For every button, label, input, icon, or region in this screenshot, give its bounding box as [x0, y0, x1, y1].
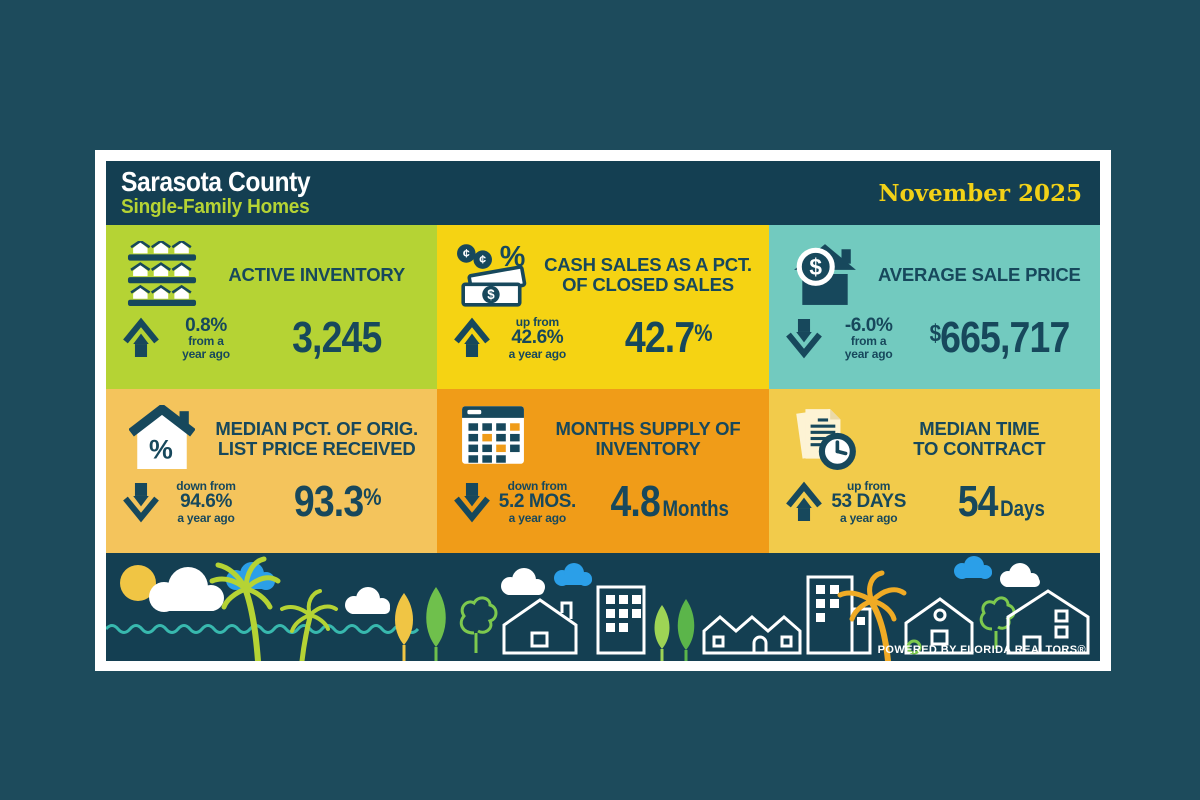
metric-value: 93.3%	[293, 477, 381, 526]
metric-value: 54 Days	[957, 477, 1045, 526]
skyline-illustration	[104, 553, 1100, 664]
svg-text:$: $	[488, 287, 496, 302]
tile-title: ACTIVE INVENTORY	[228, 263, 405, 285]
svg-text:$: $	[809, 254, 822, 280]
tile-median-time-to-contract: MEDIAN TIME TO CONTRACT up from 53 DAYS a…	[768, 389, 1100, 553]
tile-title: MEDIAN PCT. OF ORIG. LIST PRICE RECEIVED	[215, 417, 418, 459]
metric-value: 3,245	[292, 313, 382, 362]
up-arrow-icon	[123, 317, 159, 357]
calendar-icon	[451, 403, 535, 465]
header: Sarasota County Single-Family Homes Nove…	[106, 161, 1100, 225]
tile-title: MEDIAN TIME TO CONTRACT	[913, 417, 1046, 459]
header-titles: Sarasota County Single-Family Homes	[121, 165, 336, 219]
metric-grid: ACTIVE INVENTORY 0.8% from a year ago	[106, 225, 1100, 553]
infographic-card: Sarasota County Single-Family Homes Nove…	[95, 150, 1111, 671]
year-over-year-change: down from 5.2 MOS. a year ago	[498, 479, 576, 525]
tile-title: CASH SALES AS A PCT. OF CLOSED SALES	[544, 253, 752, 295]
year-over-year-change: 0.8% from a year ago	[182, 315, 230, 361]
property-type-subtitle: Single-Family Homes	[121, 196, 310, 219]
year-over-year-change: up from 42.6% a year ago	[508, 315, 567, 361]
tile-months-supply: MONTHS SUPPLY OF INVENTORY down from 5.2 …	[437, 389, 769, 553]
tile-average-sale-price: $ AVERAGE SALE PRICE -6.0% f	[768, 225, 1100, 389]
year-over-year-change: -6.0% from a year ago	[844, 315, 893, 361]
metric-value: $665,717	[929, 313, 1071, 362]
tile-cash-sales: ¢ ¢ % $ CASH SALES	[437, 225, 769, 389]
powered-by-attribution: POWERED BY FLORIDA REALTORS®	[877, 644, 1086, 656]
metric-value: 42.7%	[624, 313, 713, 362]
document-clock-icon	[783, 403, 867, 471]
down-arrow-icon	[123, 483, 159, 523]
metric-value: 4.8 Months	[610, 477, 729, 526]
down-arrow-icon	[454, 483, 491, 523]
houses-shelves-icon	[120, 239, 204, 307]
down-arrow-icon	[785, 319, 822, 359]
tile-title: AVERAGE SALE PRICE	[877, 263, 1081, 285]
svg-text:%: %	[149, 435, 173, 465]
year-over-year-change: down from 94.6% a year ago	[176, 479, 236, 525]
tile-median-pct-list-price: % MEDIAN PCT. OF ORIG. LIST PRICE RECEIVE…	[106, 389, 438, 553]
house-percent-icon: %	[120, 403, 204, 471]
svg-text:¢: ¢	[480, 253, 487, 267]
house-dollar-icon: $	[783, 239, 867, 307]
up-arrow-icon	[454, 317, 491, 357]
tile-title: MONTHS SUPPLY OF INVENTORY	[555, 417, 741, 459]
year-over-year-change: up from 53 DAYS a year ago	[831, 479, 906, 525]
cash-percent-icon: ¢ ¢ % $	[451, 239, 535, 307]
report-date: November 2025	[878, 179, 1082, 207]
tile-active-inventory: ACTIVE INVENTORY 0.8% from a year ago	[106, 225, 438, 389]
up-arrow-icon	[785, 481, 822, 521]
region-title: Sarasota County	[121, 165, 311, 197]
svg-text:¢: ¢	[463, 247, 470, 261]
footer: POWERED BY FLORIDA REALTORS®	[104, 553, 1100, 664]
